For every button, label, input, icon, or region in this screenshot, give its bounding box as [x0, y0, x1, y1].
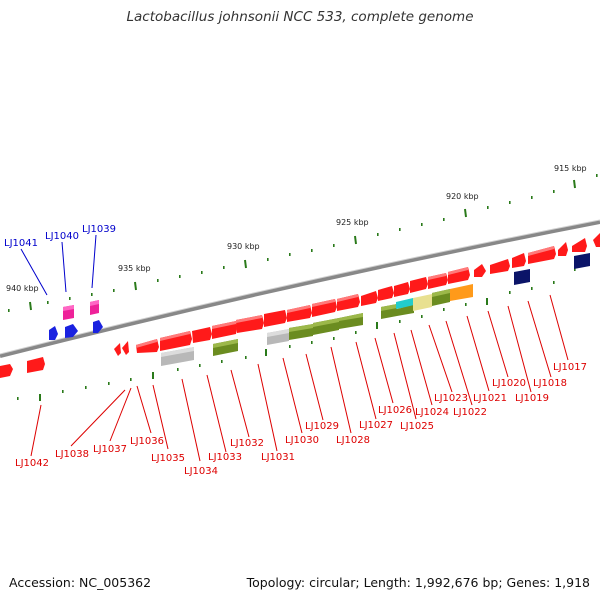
- scale-label-920: 920 kbp: [446, 192, 479, 201]
- minor-ticks-upper: [8, 174, 598, 312]
- topology-text: Topology: circular; Length: 1,992,676 bp…: [246, 575, 590, 590]
- gene-label-lj1024: LJ1024: [415, 407, 449, 418]
- gene-label-lj1019: LJ1019: [515, 393, 549, 404]
- scale-label-940: 940 kbp: [6, 284, 39, 293]
- gene-label-lj1038: LJ1038: [55, 449, 89, 460]
- scale-label-915: 915 kbp: [554, 164, 587, 173]
- gene-label-lj1020: LJ1020: [492, 378, 526, 389]
- genes-upper: [63, 300, 99, 320]
- gene-label-lj1018: LJ1018: [533, 378, 567, 389]
- scale-label-925: 925 kbp: [336, 218, 369, 227]
- gene-labels-top: LJ1041 LJ1040 LJ1039: [4, 224, 116, 249]
- scale-ticks: 915 kbp 920 kbp 925 kbp 930 kbp 935 kbp …: [6, 164, 587, 311]
- genes-main-row: [0, 233, 600, 378]
- gene-label-lj1040: LJ1040: [45, 231, 79, 242]
- gene-label-lj1042: LJ1042: [15, 458, 49, 469]
- accession-text: Accession: NC_005362: [9, 575, 152, 590]
- leader-lines-top: [20, 234, 97, 296]
- gene-label-lj1030: LJ1030: [285, 435, 319, 446]
- gene-label-lj1022: LJ1022: [453, 407, 487, 418]
- gene-label-lj1041: LJ1041: [4, 238, 38, 249]
- gene-labels-bottom: LJ1042 LJ1038 LJ1037 LJ1036 LJ1035 LJ103…: [15, 362, 587, 477]
- gene-label-lj1037: LJ1037: [93, 444, 127, 455]
- scale-label-935: 935 kbp: [118, 264, 151, 273]
- gene-label-lj1023: LJ1023: [434, 393, 468, 404]
- genes-blue: [49, 320, 103, 340]
- gene-label-lj1026: LJ1026: [378, 405, 412, 416]
- gene-label-lj1034: LJ1034: [184, 466, 218, 477]
- gene-label-lj1031: LJ1031: [261, 452, 295, 463]
- leader-lines-bottom: [30, 294, 569, 462]
- gene-label-lj1035: LJ1035: [151, 453, 185, 464]
- genes-lower-row: [161, 253, 590, 366]
- gene-label-lj1027: LJ1027: [359, 420, 393, 431]
- gene-label-lj1017: LJ1017: [553, 362, 587, 373]
- gene-label-lj1032: LJ1032: [230, 438, 264, 449]
- gene-label-lj1028: LJ1028: [336, 435, 370, 446]
- gene-label-lj1025: LJ1025: [400, 421, 434, 432]
- gene-label-lj1036: LJ1036: [130, 436, 164, 447]
- gene-label-lj1033: LJ1033: [208, 452, 242, 463]
- gene-label-lj1021: LJ1021: [473, 393, 507, 404]
- genome-backbone: [0, 220, 600, 358]
- gene-label-lj1029: LJ1029: [305, 421, 339, 432]
- minor-ticks-lower: [17, 268, 576, 401]
- gene-label-lj1039: LJ1039: [82, 224, 116, 235]
- scale-label-930: 930 kbp: [227, 242, 260, 251]
- map-title: Lactobacillus johnsonii NCC 533, complet…: [126, 9, 474, 25]
